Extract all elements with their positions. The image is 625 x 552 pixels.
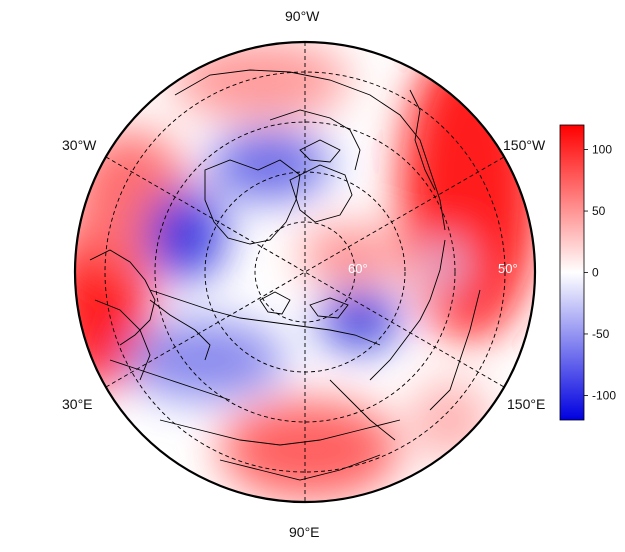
- coastlines: [89, 69, 481, 481]
- longitude-label-top: 90°W: [285, 8, 320, 24]
- colorbar-tick-label: -100: [592, 388, 616, 402]
- colorbar-tick-label: 0: [592, 266, 599, 280]
- colorbar-tick-label: 50: [592, 204, 606, 218]
- longitude-label-lower-right: 150°E: [507, 396, 546, 412]
- map-border: [73, 40, 537, 504]
- colorbar-tick-label: 100: [592, 143, 612, 157]
- longitude-label-upper-right: 150°W: [503, 137, 546, 153]
- longitude-label-upper-left: 30°W: [62, 137, 97, 153]
- colorbar-gradient: [559, 124, 585, 421]
- anomaly-field: [75, 42, 535, 502]
- longitude-label-lower-left: 30°E: [62, 396, 93, 412]
- latitude-label-outer: 50°: [498, 261, 518, 276]
- colorbar-ticks: 100 50 0 -50 -100: [584, 143, 616, 402]
- latitude-label-inner: 60°: [348, 261, 368, 276]
- longitude-label-bottom: 90°E: [289, 524, 320, 540]
- colorbar-tick-label: -50: [592, 327, 610, 341]
- colorbar: 100 50 0 -50 -100: [559, 124, 616, 421]
